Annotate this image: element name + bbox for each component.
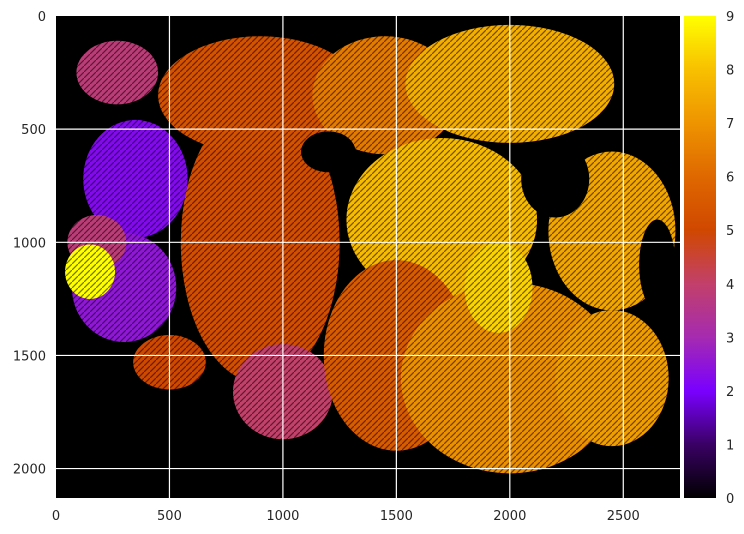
y-axis: 0 500 1000 1500 2000 [13, 10, 46, 478]
colorbar-tick-label: 1 [726, 438, 734, 453]
colorbar-tick-label: 9 [726, 10, 734, 25]
x-axis: 0 500 1000 1500 2000 2500 [52, 509, 640, 524]
x-tick-label: 2000 [493, 509, 526, 524]
y-tick-label: 1500 [13, 349, 46, 364]
y-tick-label: 1000 [13, 236, 46, 251]
x-tick-label: 1000 [266, 509, 299, 524]
colorbar-tick-label: 5 [726, 224, 734, 239]
channel-texture [56, 16, 680, 498]
x-tick-label: 0 [52, 509, 60, 524]
no-data-hole [521, 140, 590, 218]
x-tick-label: 500 [157, 509, 182, 524]
colorbar-tick-label: 8 [726, 64, 734, 79]
colorbar-tick-label: 2 [726, 385, 734, 400]
y-tick-label: 500 [21, 123, 46, 138]
colorbar-tick-label: 6 [726, 171, 734, 186]
y-tick-label: 2000 [13, 463, 46, 478]
grid-lines [56, 16, 680, 498]
colorbar-tick-label: 3 [726, 331, 734, 346]
colorbar-ticks: 0 1 2 3 4 5 6 7 8 9 [726, 10, 734, 507]
no-data-hole [639, 219, 676, 311]
x-tick-label: 2500 [607, 509, 640, 524]
y-tick-label: 0 [38, 10, 46, 25]
colorbar-tick-label: 4 [726, 278, 734, 293]
colorbar [684, 16, 716, 498]
colorbar-tick-label: 7 [726, 117, 734, 132]
x-tick-label: 1500 [380, 509, 413, 524]
colorbar-tick-label: 0 [726, 492, 734, 507]
no-data-hole [301, 131, 356, 173]
